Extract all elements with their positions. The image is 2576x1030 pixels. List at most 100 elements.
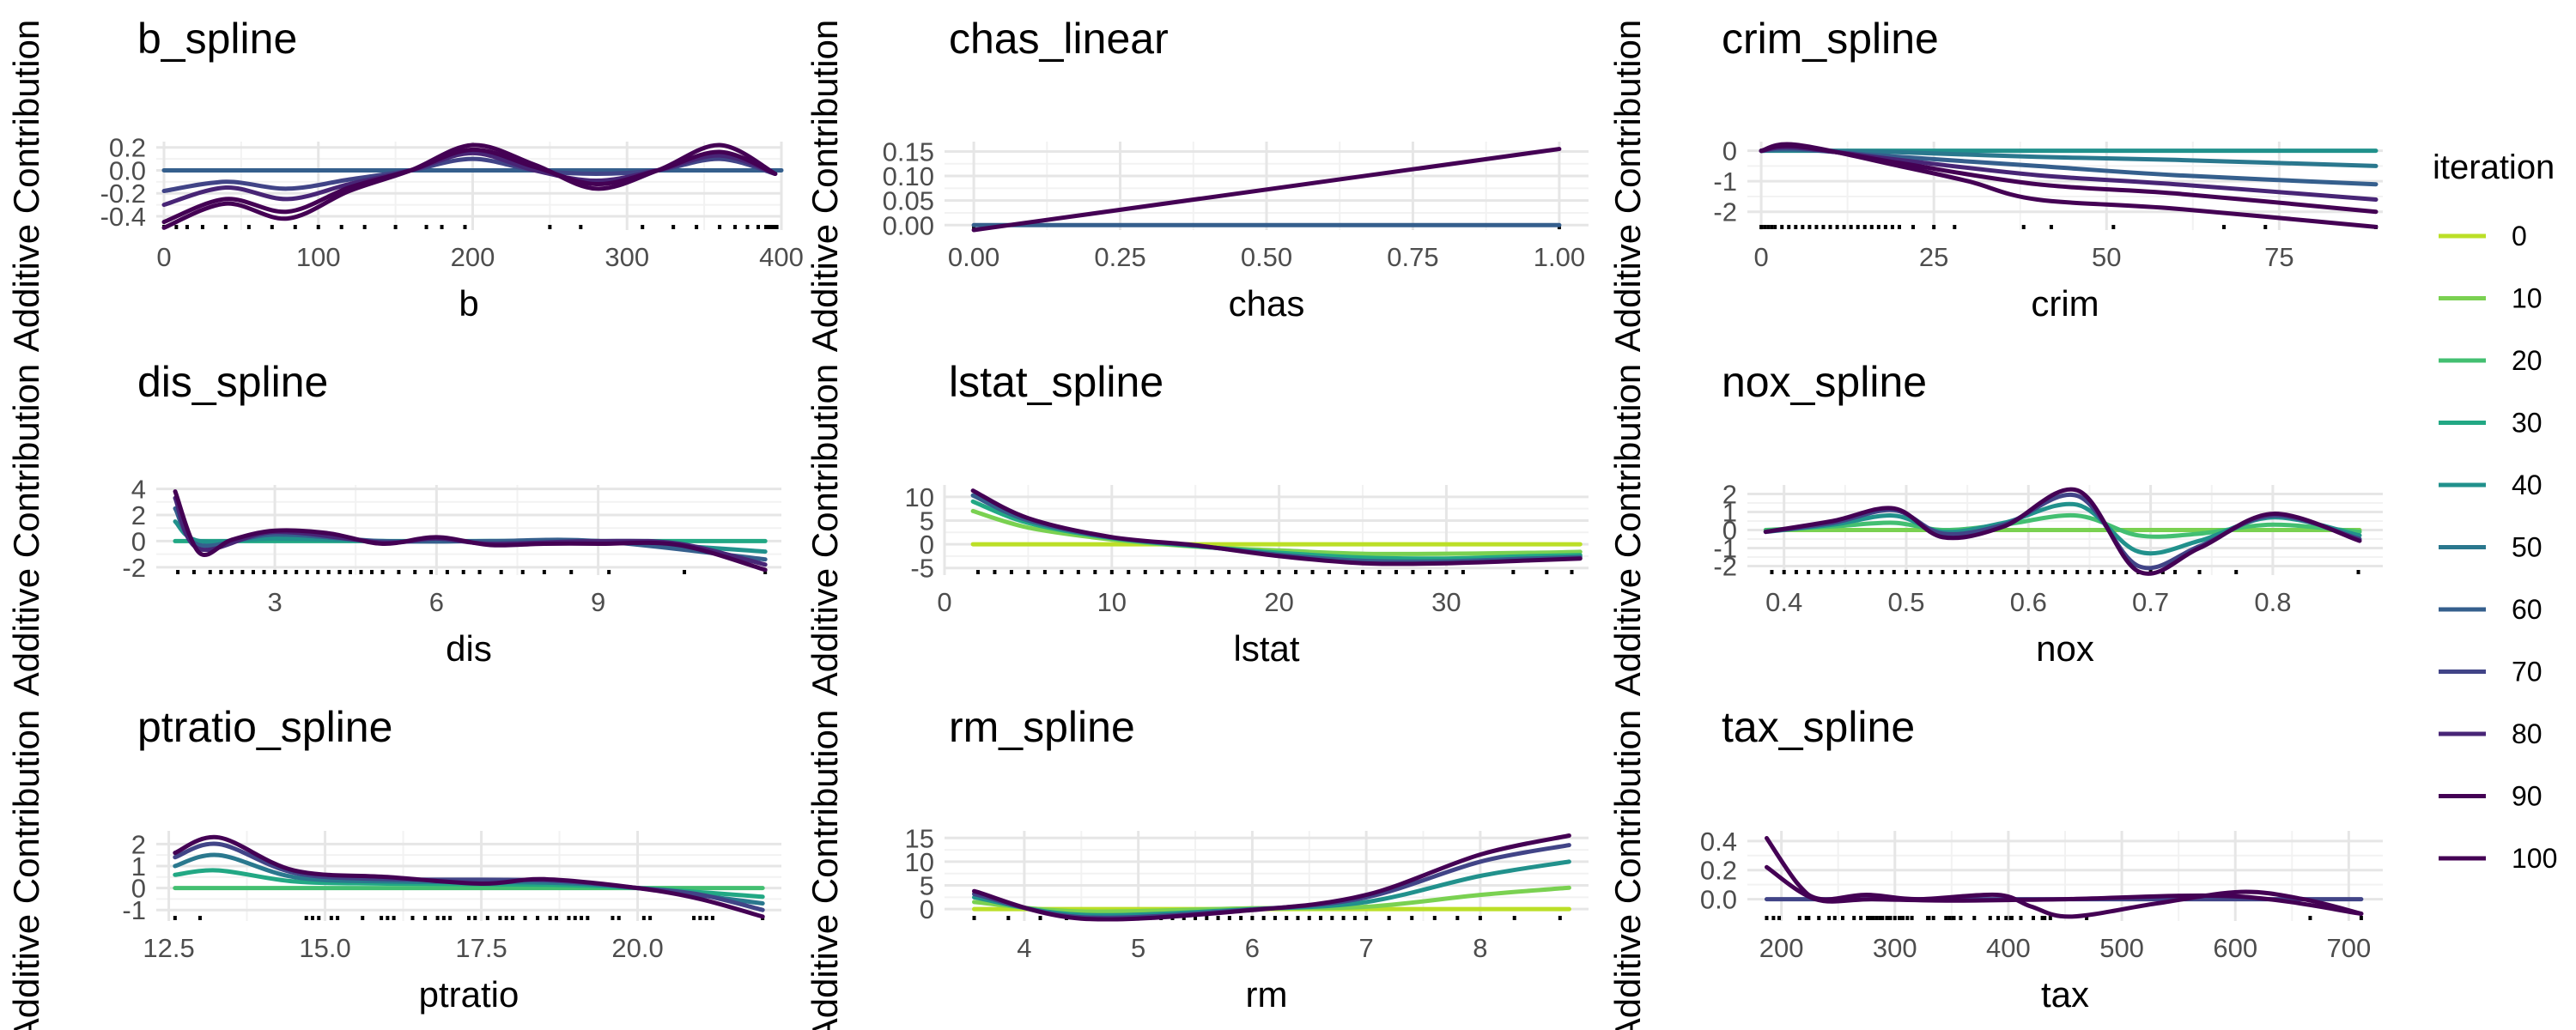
legend-label-80: 80 [2512, 718, 2543, 749]
rug-mark [1972, 916, 1977, 920]
rug-mark [1905, 570, 1908, 574]
rug-mark [1878, 916, 1882, 920]
rug-mark [1394, 570, 1398, 574]
rug-mark [710, 916, 714, 920]
y-tick-label: 0.2 [109, 133, 146, 163]
rug-mark [393, 225, 398, 229]
x-axis-label: dis [446, 628, 492, 669]
rug-mark [1843, 570, 1847, 574]
rug-mark [1787, 225, 1791, 229]
rug-mark [429, 570, 434, 574]
rug-mark [362, 225, 367, 229]
rug-mark [1182, 916, 1186, 920]
x-tick-label: 100 [296, 242, 341, 272]
x-tick-label: 9 [591, 587, 605, 617]
rug-mark [756, 225, 761, 229]
rug-mark [2038, 570, 2043, 574]
rug-mark [2111, 570, 2116, 574]
rug-mark [1227, 916, 1231, 920]
rug-mark [2197, 570, 2202, 574]
rug-mark [2359, 916, 2363, 920]
rug-mark [461, 570, 465, 574]
rug-mark [1827, 916, 1832, 920]
rug-mark [695, 225, 699, 229]
y-tick-label: 5 [920, 506, 934, 536]
y-tick-label: -2 [1713, 552, 1737, 582]
rug-mark [733, 225, 738, 229]
rug-mark [423, 916, 428, 920]
rug-mark [1558, 916, 1562, 920]
rug-mark [2009, 916, 2014, 920]
y-tick-label: -2 [1713, 197, 1737, 227]
y-axis-label: Additive Contribution [805, 364, 845, 697]
x-tick-label: 12.5 [143, 933, 194, 963]
rug-mark [1109, 570, 1114, 574]
rug-mark [1319, 916, 1323, 920]
y-tick-label: 0 [1722, 136, 1737, 167]
series-line-iter-10 [970, 508, 1583, 556]
y-tick-label: 1 [131, 851, 146, 882]
rug-mark [185, 225, 189, 229]
rug-mark [1455, 916, 1460, 920]
rug-mark [2063, 570, 2067, 574]
y-tick-label: -0.2 [100, 179, 146, 209]
rug-mark [240, 570, 245, 574]
rug-mark [504, 916, 508, 920]
x-tick-label: 700 [2326, 933, 2371, 963]
rug-mark [641, 916, 646, 920]
rug-mark [463, 225, 467, 229]
rug-mark [1819, 570, 1823, 574]
rug-mark [704, 916, 708, 920]
y-tick-label: -1 [1713, 534, 1737, 564]
rug-mark [2173, 570, 2178, 574]
rug-mark [698, 916, 702, 920]
x-tick-label: 500 [2099, 933, 2144, 963]
rug-mark [1194, 916, 1198, 920]
series-line-iter-90 [1765, 864, 2364, 916]
rug-mark [2234, 570, 2239, 574]
x-tick-label: 20 [1264, 587, 1293, 617]
y-tick-label: 0 [920, 894, 934, 924]
x-tick-label: 300 [605, 242, 649, 272]
rug-mark [573, 916, 577, 920]
rug-mark [1273, 916, 1277, 920]
rug-mark [1060, 570, 1064, 574]
rug-mark [1901, 916, 1905, 920]
rug-mark [1570, 570, 1574, 574]
rug-mark [1444, 570, 1449, 574]
rug-mark [174, 225, 179, 229]
rug-mark [1387, 916, 1391, 920]
x-axis-label: tax [2041, 974, 2089, 1015]
rug-mark [2099, 570, 2104, 574]
rug-mark [467, 916, 471, 920]
rug-mark [1512, 916, 1516, 920]
y-tick-label: 10 [905, 482, 934, 512]
rug-mark [1261, 916, 1266, 920]
rug-mark [339, 225, 343, 229]
rug-mark [176, 570, 180, 574]
x-axis-label: nox [2036, 628, 2094, 669]
rug-mark [1856, 570, 1860, 574]
legend: iteration 0 10 20 30 40 50 60 70 80 90 100 [2433, 148, 2557, 874]
y-axis-label: Additive Contribution [1607, 364, 1648, 697]
rug-mark [763, 570, 768, 574]
x-tick-label: 25 [1919, 242, 1948, 272]
rug-mark [435, 916, 440, 920]
panel-title: ptratio_spline [137, 703, 392, 751]
x-tick-label: 7 [1359, 933, 1374, 963]
legend-label-70: 70 [2512, 657, 2543, 688]
rug-mark [569, 570, 574, 574]
rug-mark [295, 570, 299, 574]
rug-mark [1076, 570, 1080, 574]
rug-mark [1910, 916, 1914, 920]
rug-mark [1917, 570, 1921, 574]
rug-mark [1869, 916, 1874, 920]
rug-mark [1831, 570, 1835, 574]
rug-mark [1876, 225, 1880, 229]
rug-mark [1880, 916, 1885, 920]
rug-mark [1841, 916, 1844, 920]
rug-mark [1160, 570, 1164, 574]
rug-mark [413, 570, 417, 574]
y-tick-label: 1 [1722, 498, 1737, 528]
